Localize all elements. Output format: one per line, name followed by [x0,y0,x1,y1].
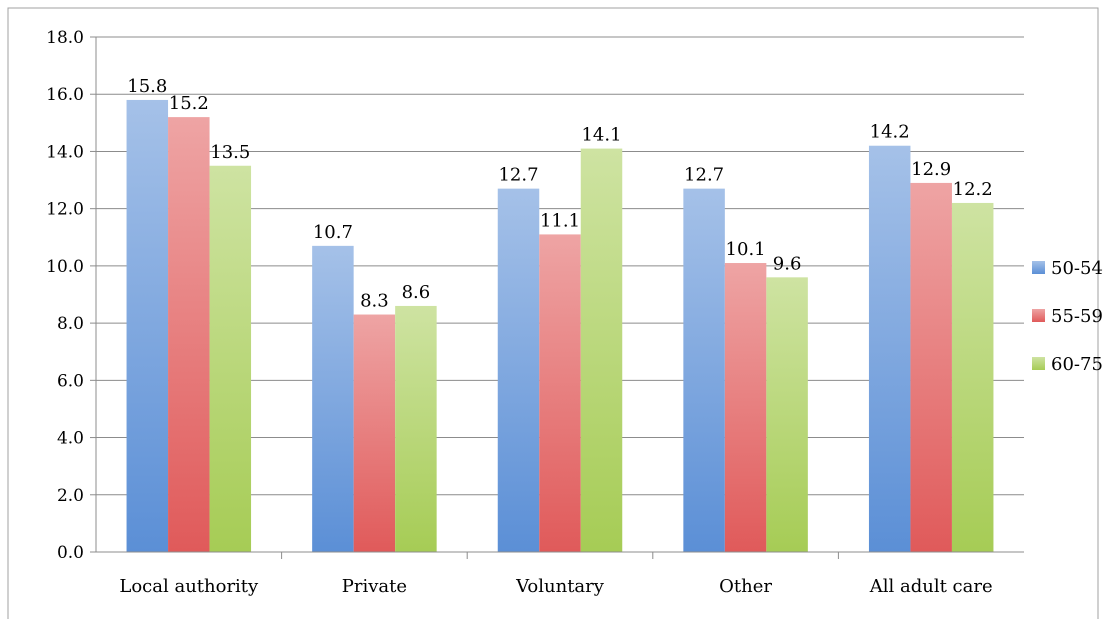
data-label: 12.9 [911,159,951,180]
data-label: 12.7 [684,165,724,186]
data-label: 12.2 [953,179,993,200]
legend-label: 50-54 [1051,258,1103,279]
bar-55-59-0 [168,117,210,552]
y-tick-label: 18.0 [46,28,84,48]
y-tick-label: 8.0 [57,314,84,334]
bar-55-59-3 [724,263,767,552]
legend-swatch-55-59 [1032,309,1045,322]
bar-50-54-2 [497,188,540,552]
bars [126,99,994,553]
data-label: 15.2 [169,93,209,114]
legend-label: 60-75 [1051,354,1103,375]
bar-60-75-3 [766,277,808,552]
bar-60-75-2 [580,148,623,553]
y-tick-label: 10.0 [46,257,84,277]
bar-55-59-4 [910,182,952,552]
y-tick-label: 16.0 [46,85,84,105]
bar-55-59-1 [353,314,396,552]
data-label: 9.6 [773,253,802,274]
y-tick-label: 2.0 [57,486,84,506]
y-axis-ticks: 0.0 2.0 4.0 6.0 8.0 10.0 12.0 14.0 16.0 18.0 [46,28,96,563]
bar-50-54-1 [312,245,354,552]
axes [95,37,1024,559]
y-tick-label: 12.0 [46,200,84,220]
bar-50-54-0 [126,99,169,552]
data-label: 13.5 [210,142,250,163]
data-label: 8.6 [402,282,431,303]
legend-swatch-50-54 [1032,261,1045,274]
bar-60-75-1 [395,305,437,552]
y-tick-label: 6.0 [57,371,84,391]
legend-label: 55-59 [1051,306,1103,327]
bar-50-54-4 [868,145,911,552]
x-category-label: Voluntary [515,576,605,597]
bar-60-75-0 [209,165,252,552]
data-label: 12.7 [498,165,538,186]
y-tick-label: 0.0 [57,543,84,563]
y-tick-label: 14.0 [46,142,84,162]
bar-60-75-4 [951,202,994,552]
y-tick-label: 4.0 [57,429,84,449]
x-axis-categories: Local authority Private Voluntary Other All … [119,576,992,597]
chart-border [7,7,1099,619]
data-label: 14.1 [581,125,621,146]
x-category-label: All adult care [869,576,993,597]
data-label: 15.8 [127,76,167,97]
legend: 50-54 55-59 60-75 [1032,258,1103,375]
data-label: 10.1 [726,239,766,260]
data-label: 10.7 [313,222,353,243]
x-category-label: Private [342,576,407,597]
x-category-label: Local authority [119,576,259,597]
bar-50-54-3 [683,188,725,552]
x-category-label: Other [719,576,772,597]
data-labels: 15.815.2 13.5 10.7 8.3 8.6 12.7 11.1 14.1 12.7 10… [127,76,992,312]
data-label: 11.1 [540,210,580,231]
bar-55-59-2 [539,234,581,552]
data-label: 14.2 [870,122,910,143]
data-label: 8.3 [360,291,389,312]
legend-swatch-60-75 [1032,357,1045,370]
